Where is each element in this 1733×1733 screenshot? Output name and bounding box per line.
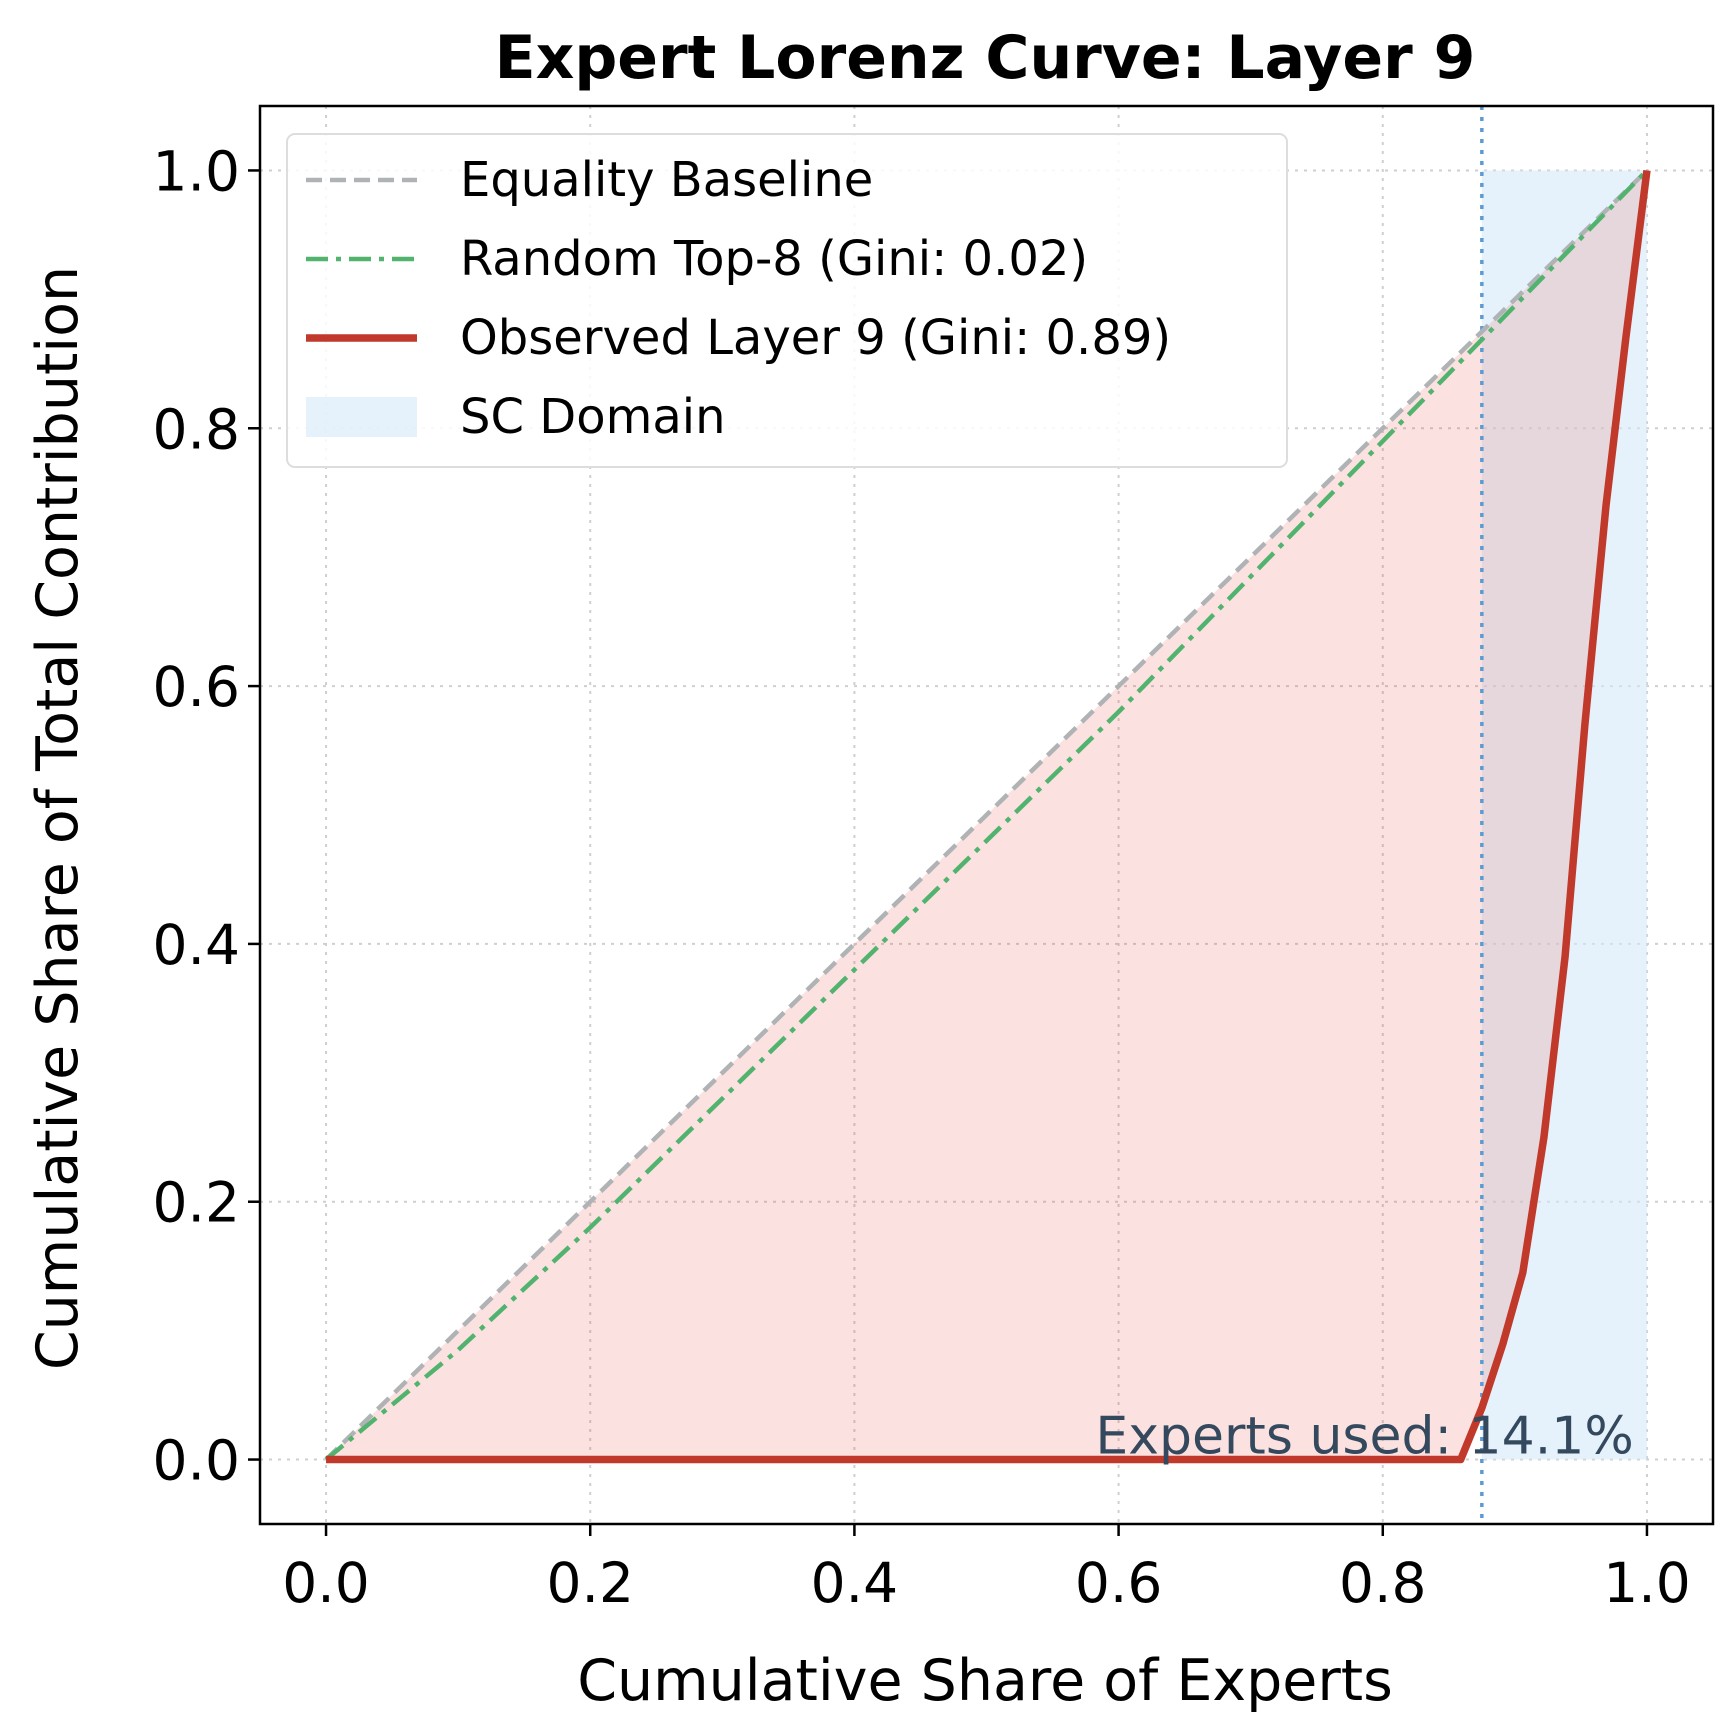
x-tick-label-0: 0.0 <box>282 1551 369 1615</box>
x-tick-label-1: 0.2 <box>546 1551 633 1615</box>
experts-used-annotation: Experts used: 14.1% <box>1095 1407 1633 1467</box>
x-tick-label-5: 1.0 <box>1603 1551 1690 1615</box>
legend-label-1: Random Top-8 (Gini: 0.02) <box>460 231 1088 287</box>
y-tick-label-0: 0.0 <box>153 1429 240 1493</box>
chart-title: Expert Lorenz Curve: Layer 9 <box>495 23 1476 93</box>
y-tick-label-2: 0.4 <box>153 913 240 977</box>
x-axis-label: Cumulative Share of Experts <box>577 1648 1393 1714</box>
random-top8-line <box>324 168 1649 1462</box>
legend-label-0: Equality Baseline <box>460 152 873 208</box>
y-axis-label: Cumulative Share of Total Contribution <box>25 266 91 1370</box>
x-tick-label-4: 0.8 <box>1339 1551 1426 1615</box>
legend-label-2: Observed Layer 9 (Gini: 0.89) <box>460 310 1171 366</box>
x-tick-label-3: 0.6 <box>1075 1551 1162 1615</box>
legend-label-3: SC Domain <box>460 389 726 445</box>
y-tick-label-1: 0.2 <box>153 1171 240 1235</box>
legend: Equality Baseline Random Top-8 (Gini: 0.0… <box>286 133 1288 468</box>
legend-swatch-sc-domain <box>306 397 417 437</box>
x-tick-label-2: 0.4 <box>811 1551 898 1615</box>
y-tick-label-4: 0.8 <box>153 397 240 461</box>
plot-frame <box>258 104 1715 1526</box>
legend-box <box>286 133 1288 468</box>
equality-baseline-line <box>324 168 1649 1462</box>
inequality-fill <box>326 170 1647 1460</box>
observed-layer9-line <box>326 169 1651 1464</box>
y-tick-label-5: 1.0 <box>153 139 240 203</box>
y-tick-label-3: 0.6 <box>153 655 240 719</box>
